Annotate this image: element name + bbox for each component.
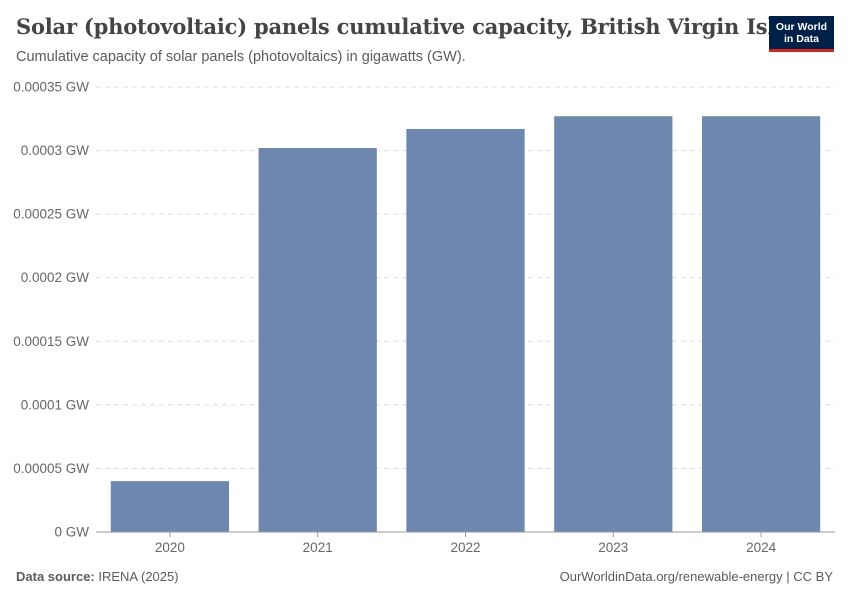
logo-line-2: in Data [783, 33, 819, 45]
x-axis-tick-labels: 2020 2021 2022 2023 2024 [155, 532, 777, 555]
y-axis-tick-labels: 0 GW 0.00005 GW 0.0001 GW 0.00015 GW 0.0002 … [13, 80, 89, 540]
y-tick-label: 0.00035 GW [13, 80, 89, 95]
x-tick-label: 2020 [155, 540, 185, 555]
bars [110, 116, 821, 532]
x-tick-label: 2023 [598, 540, 628, 555]
owid-logo[interactable]: Our World in Data [769, 16, 834, 52]
bar-2022[interactable] [406, 128, 525, 532]
bar-2020[interactable] [110, 481, 230, 532]
chart-subtitle: Cumulative capacity of solar panels (pho… [16, 49, 466, 65]
y-tick-label: 0.00005 GW [13, 461, 89, 476]
chart-title: Solar (photovoltaic) panels cumulative c… [16, 14, 830, 39]
bar-2023[interactable] [554, 116, 673, 532]
x-tick-label: 2021 [303, 540, 333, 555]
y-tick-label: 0.0002 GW [21, 270, 90, 285]
y-tick-label: 0.0001 GW [21, 397, 90, 412]
y-tick-label: 0.0003 GW [21, 143, 90, 158]
bar-2021[interactable] [258, 148, 377, 532]
data-source-label: Data source: [16, 569, 95, 584]
y-tick-label: 0 GW [54, 525, 89, 540]
logo-line-1: Our World [775, 21, 828, 33]
data-source-value[interactable]: IRENA (2025) [98, 569, 179, 584]
footer-link[interactable]: OurWorldinData.org/renewable-energy | CC… [559, 569, 833, 584]
bar-2024[interactable] [701, 116, 821, 532]
x-tick-label: 2024 [746, 540, 777, 555]
x-tick-label: 2022 [450, 540, 480, 555]
y-tick-label: 0.00015 GW [13, 334, 89, 349]
data-source: Data source: IRENA (2025) [16, 569, 179, 584]
y-tick-label: 0.00025 GW [13, 207, 89, 222]
